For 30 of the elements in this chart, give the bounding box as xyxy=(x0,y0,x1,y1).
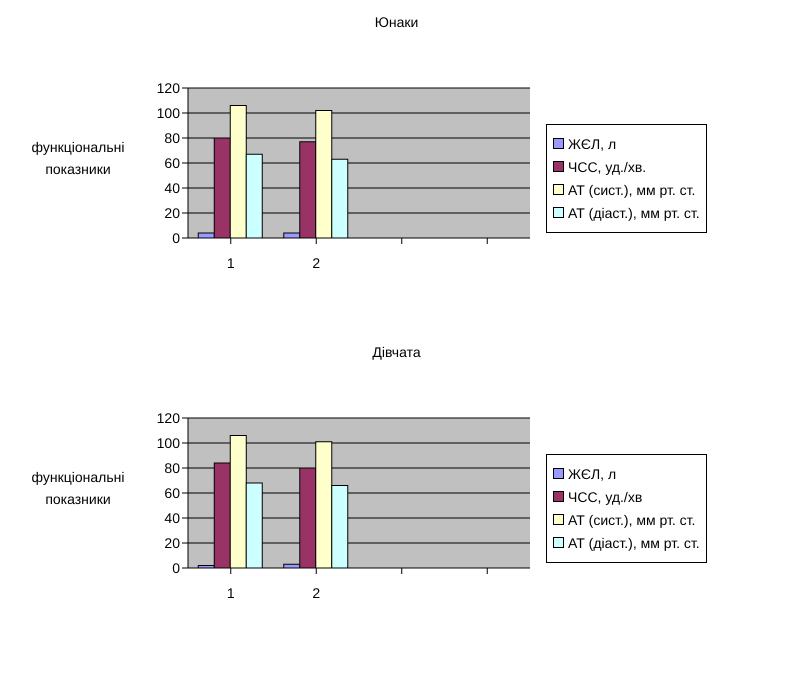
x-tick-label: 2 xyxy=(312,584,320,601)
y-tick-label: 0 xyxy=(172,560,180,576)
chart-title: Юнаки xyxy=(374,13,420,32)
legend-label: ЧСС, уд./хв xyxy=(568,488,642,504)
y-tick-label: 0 xyxy=(172,230,180,246)
legend-label: АТ (діаст.), мм рт. ст. xyxy=(568,534,700,550)
y-axis-title: функціональні показники xyxy=(30,468,126,509)
y-tick-label: 120 xyxy=(156,410,180,426)
y-tick-label: 120 xyxy=(156,80,180,96)
legend-label: АТ (сист.), мм рт. ст. xyxy=(568,182,696,198)
legend-label: ЖЄЛ, л xyxy=(568,466,616,482)
y-tick-label: 100 xyxy=(156,104,180,121)
x-tick-label: 2 xyxy=(312,254,320,271)
y-tick-label: 20 xyxy=(164,204,180,221)
y-tick-label: 100 xyxy=(156,434,180,451)
legend-label: ЖЄЛ, л xyxy=(568,136,616,152)
y-axis-title: функціональні показники xyxy=(30,138,126,179)
y-tick-label: 40 xyxy=(164,180,180,196)
chart-title: Дівчата xyxy=(371,343,422,362)
x-tick-label: 1 xyxy=(226,254,235,271)
legend-label: АТ (сист.), мм рт. ст. xyxy=(568,512,696,528)
y-tick-label: 60 xyxy=(164,154,180,171)
legend-label: ЧСС, уд./хв. xyxy=(568,158,646,174)
y-tick-label: 80 xyxy=(164,460,180,476)
y-tick-label: 40 xyxy=(164,510,180,526)
legend-label: АТ (діаст.), мм рт. ст. xyxy=(568,204,700,220)
y-tick-label: 60 xyxy=(164,484,180,501)
y-tick-label: 80 xyxy=(164,130,180,146)
y-tick-label: 20 xyxy=(164,534,180,551)
x-tick-label: 1 xyxy=(226,584,235,601)
